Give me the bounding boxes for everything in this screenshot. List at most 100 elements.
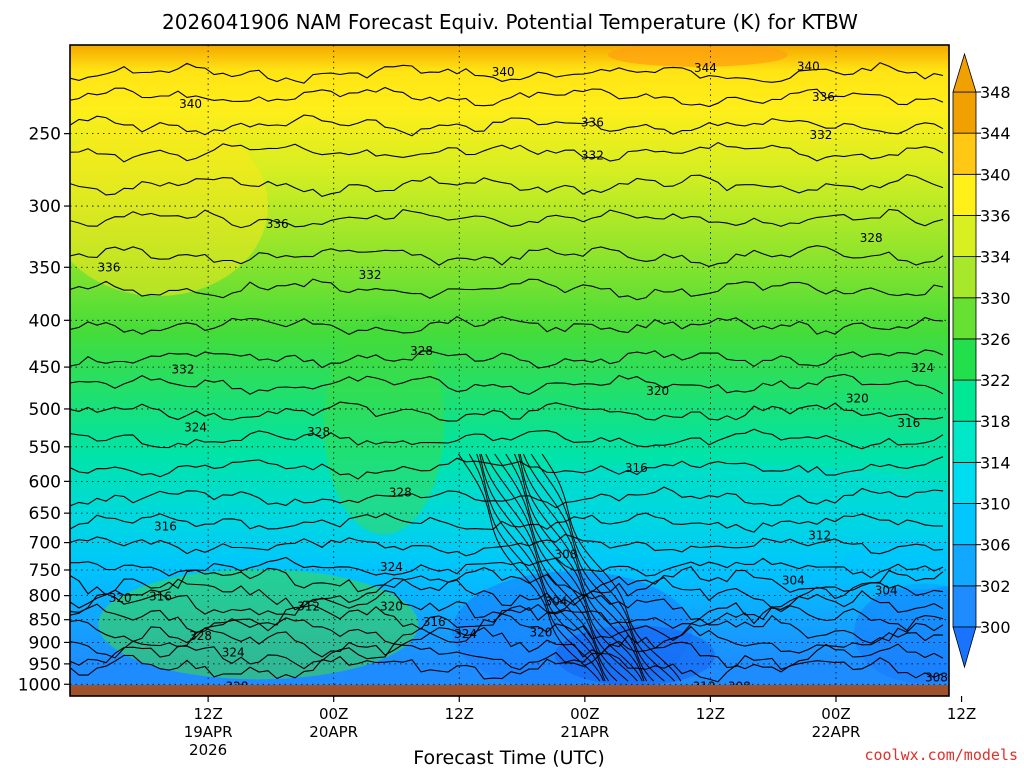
x-tick-label: 20APR <box>309 723 358 741</box>
contour-label: 324 <box>454 627 477 641</box>
contour-label-text: 312 <box>693 680 716 694</box>
contour-line <box>457 453 601 682</box>
contour-label-text: 320 <box>529 626 552 640</box>
plot-area: 340 340 344 340 336 336 332 332 336 328 336 332 328 3… <box>70 45 949 694</box>
contour-label: 312 <box>297 599 320 613</box>
contour-label: 328 <box>860 231 883 245</box>
colorbar-tick-label: 314 <box>980 453 1011 472</box>
y-axis: 2503003504004505005506006507007508008509… <box>18 125 70 695</box>
contour-label: 328 <box>389 485 412 499</box>
contour-label-text: 332 <box>581 148 604 162</box>
contour-label: 316 <box>625 461 648 475</box>
field-features <box>70 45 949 685</box>
contour-label: 316 <box>149 590 172 604</box>
contour-label: 332 <box>581 148 604 162</box>
contour-line <box>70 603 944 633</box>
contour-line <box>494 453 638 682</box>
contour-label-text: 332 <box>172 363 195 377</box>
contour-label-text: 328 <box>860 231 883 245</box>
contour-label: 304 <box>545 595 568 609</box>
contour-label: 308 <box>555 547 578 561</box>
y-tick-label: 450 <box>29 358 61 378</box>
colorbar-segment <box>952 420 977 463</box>
colorbar-tick-label: 330 <box>980 289 1011 308</box>
colorbar-segment <box>952 544 977 587</box>
y-tick-label: 250 <box>29 125 61 145</box>
colorbar-tick-label: 318 <box>980 412 1011 431</box>
contour-line <box>70 141 944 163</box>
contour-line <box>70 556 944 579</box>
colorbar-segment <box>952 461 977 504</box>
contour-label-text: 324 <box>184 421 207 435</box>
chart-title: 2026041906 NAM Forecast Equiv. Potential… <box>162 10 858 34</box>
colorbar-tick-label: 326 <box>980 330 1011 349</box>
colorbar-segment <box>952 585 977 628</box>
contour-label: 332 <box>172 363 195 377</box>
contour-line <box>70 349 944 369</box>
contour-line <box>70 486 944 509</box>
y-tick-label: 400 <box>29 311 61 331</box>
field-feature <box>70 116 268 297</box>
contour-line <box>70 373 944 395</box>
y-tick-label: 600 <box>29 472 61 492</box>
x-tick-label: 12Z <box>696 705 725 723</box>
contour-label-text: 320 <box>109 591 132 605</box>
x-tick-label: 19APR <box>184 723 233 741</box>
contour-label-text: 328 <box>226 680 249 694</box>
contour-label: 344 <box>694 61 717 75</box>
colorbar-segment <box>952 503 977 546</box>
plot-frame <box>69 44 950 697</box>
contour-label-text: 312 <box>297 599 320 613</box>
colorbar-tick-label: 348 <box>980 83 1011 102</box>
field-feature <box>607 45 788 67</box>
contour-line <box>505 453 643 682</box>
contour-lines <box>70 62 944 683</box>
field-feature <box>853 583 949 684</box>
contour-line <box>70 401 944 422</box>
x-tick-label: 22APR <box>812 723 861 741</box>
colorbar-tick-label: 306 <box>980 536 1011 555</box>
colorbar-bottom-arrow <box>952 626 977 669</box>
contour-label-text: 308 <box>728 680 751 694</box>
contour-label-text: 328 <box>189 629 212 643</box>
contour-label: 320 <box>529 626 552 640</box>
contour-label-text: 304 <box>782 573 805 587</box>
x-tick-label: 12Z <box>193 705 222 723</box>
y-tick-label: 650 <box>29 504 61 524</box>
contour-label-text: 340 <box>492 65 515 79</box>
contour-label: 336 <box>581 115 604 129</box>
field-feature <box>555 625 716 685</box>
colorbar-tick-label: 302 <box>980 577 1011 596</box>
contour-label-text: 324 <box>911 361 934 375</box>
contour-line <box>476 453 606 682</box>
y-tick-label: 1000 <box>18 675 61 695</box>
contour-label: 332 <box>809 128 832 142</box>
contour-label-text: 336 <box>812 90 835 104</box>
contour-label: 328 <box>189 629 212 643</box>
contour-label-text: 320 <box>380 599 403 613</box>
colorbar-segment <box>952 132 977 175</box>
contour-line <box>519 453 655 682</box>
contour-label: 324 <box>380 560 403 574</box>
contour-label: 320 <box>846 391 869 405</box>
colorbar-segment <box>952 91 977 134</box>
contour-label: 332 <box>359 268 382 282</box>
contour-label: 340 <box>492 65 515 79</box>
contour-label-text: 316 <box>154 519 177 533</box>
contour-line <box>70 245 944 268</box>
colorbar-segment <box>952 379 977 422</box>
contour-label: 304 <box>875 584 898 598</box>
contour-line <box>70 174 944 198</box>
credit-link[interactable]: coolwx.com/models <box>864 746 1018 764</box>
y-tick-label: 500 <box>29 400 61 420</box>
contour-line <box>70 208 944 229</box>
contour-label: 340 <box>179 97 202 111</box>
contour-label-text: 336 <box>581 115 604 129</box>
contour-label: 316 <box>897 416 920 430</box>
colorbar-tick-label: 340 <box>980 165 1011 184</box>
y-tick-label: 750 <box>29 561 61 581</box>
contour-line <box>485 453 629 682</box>
colorbar-tick-label: 334 <box>980 248 1011 267</box>
